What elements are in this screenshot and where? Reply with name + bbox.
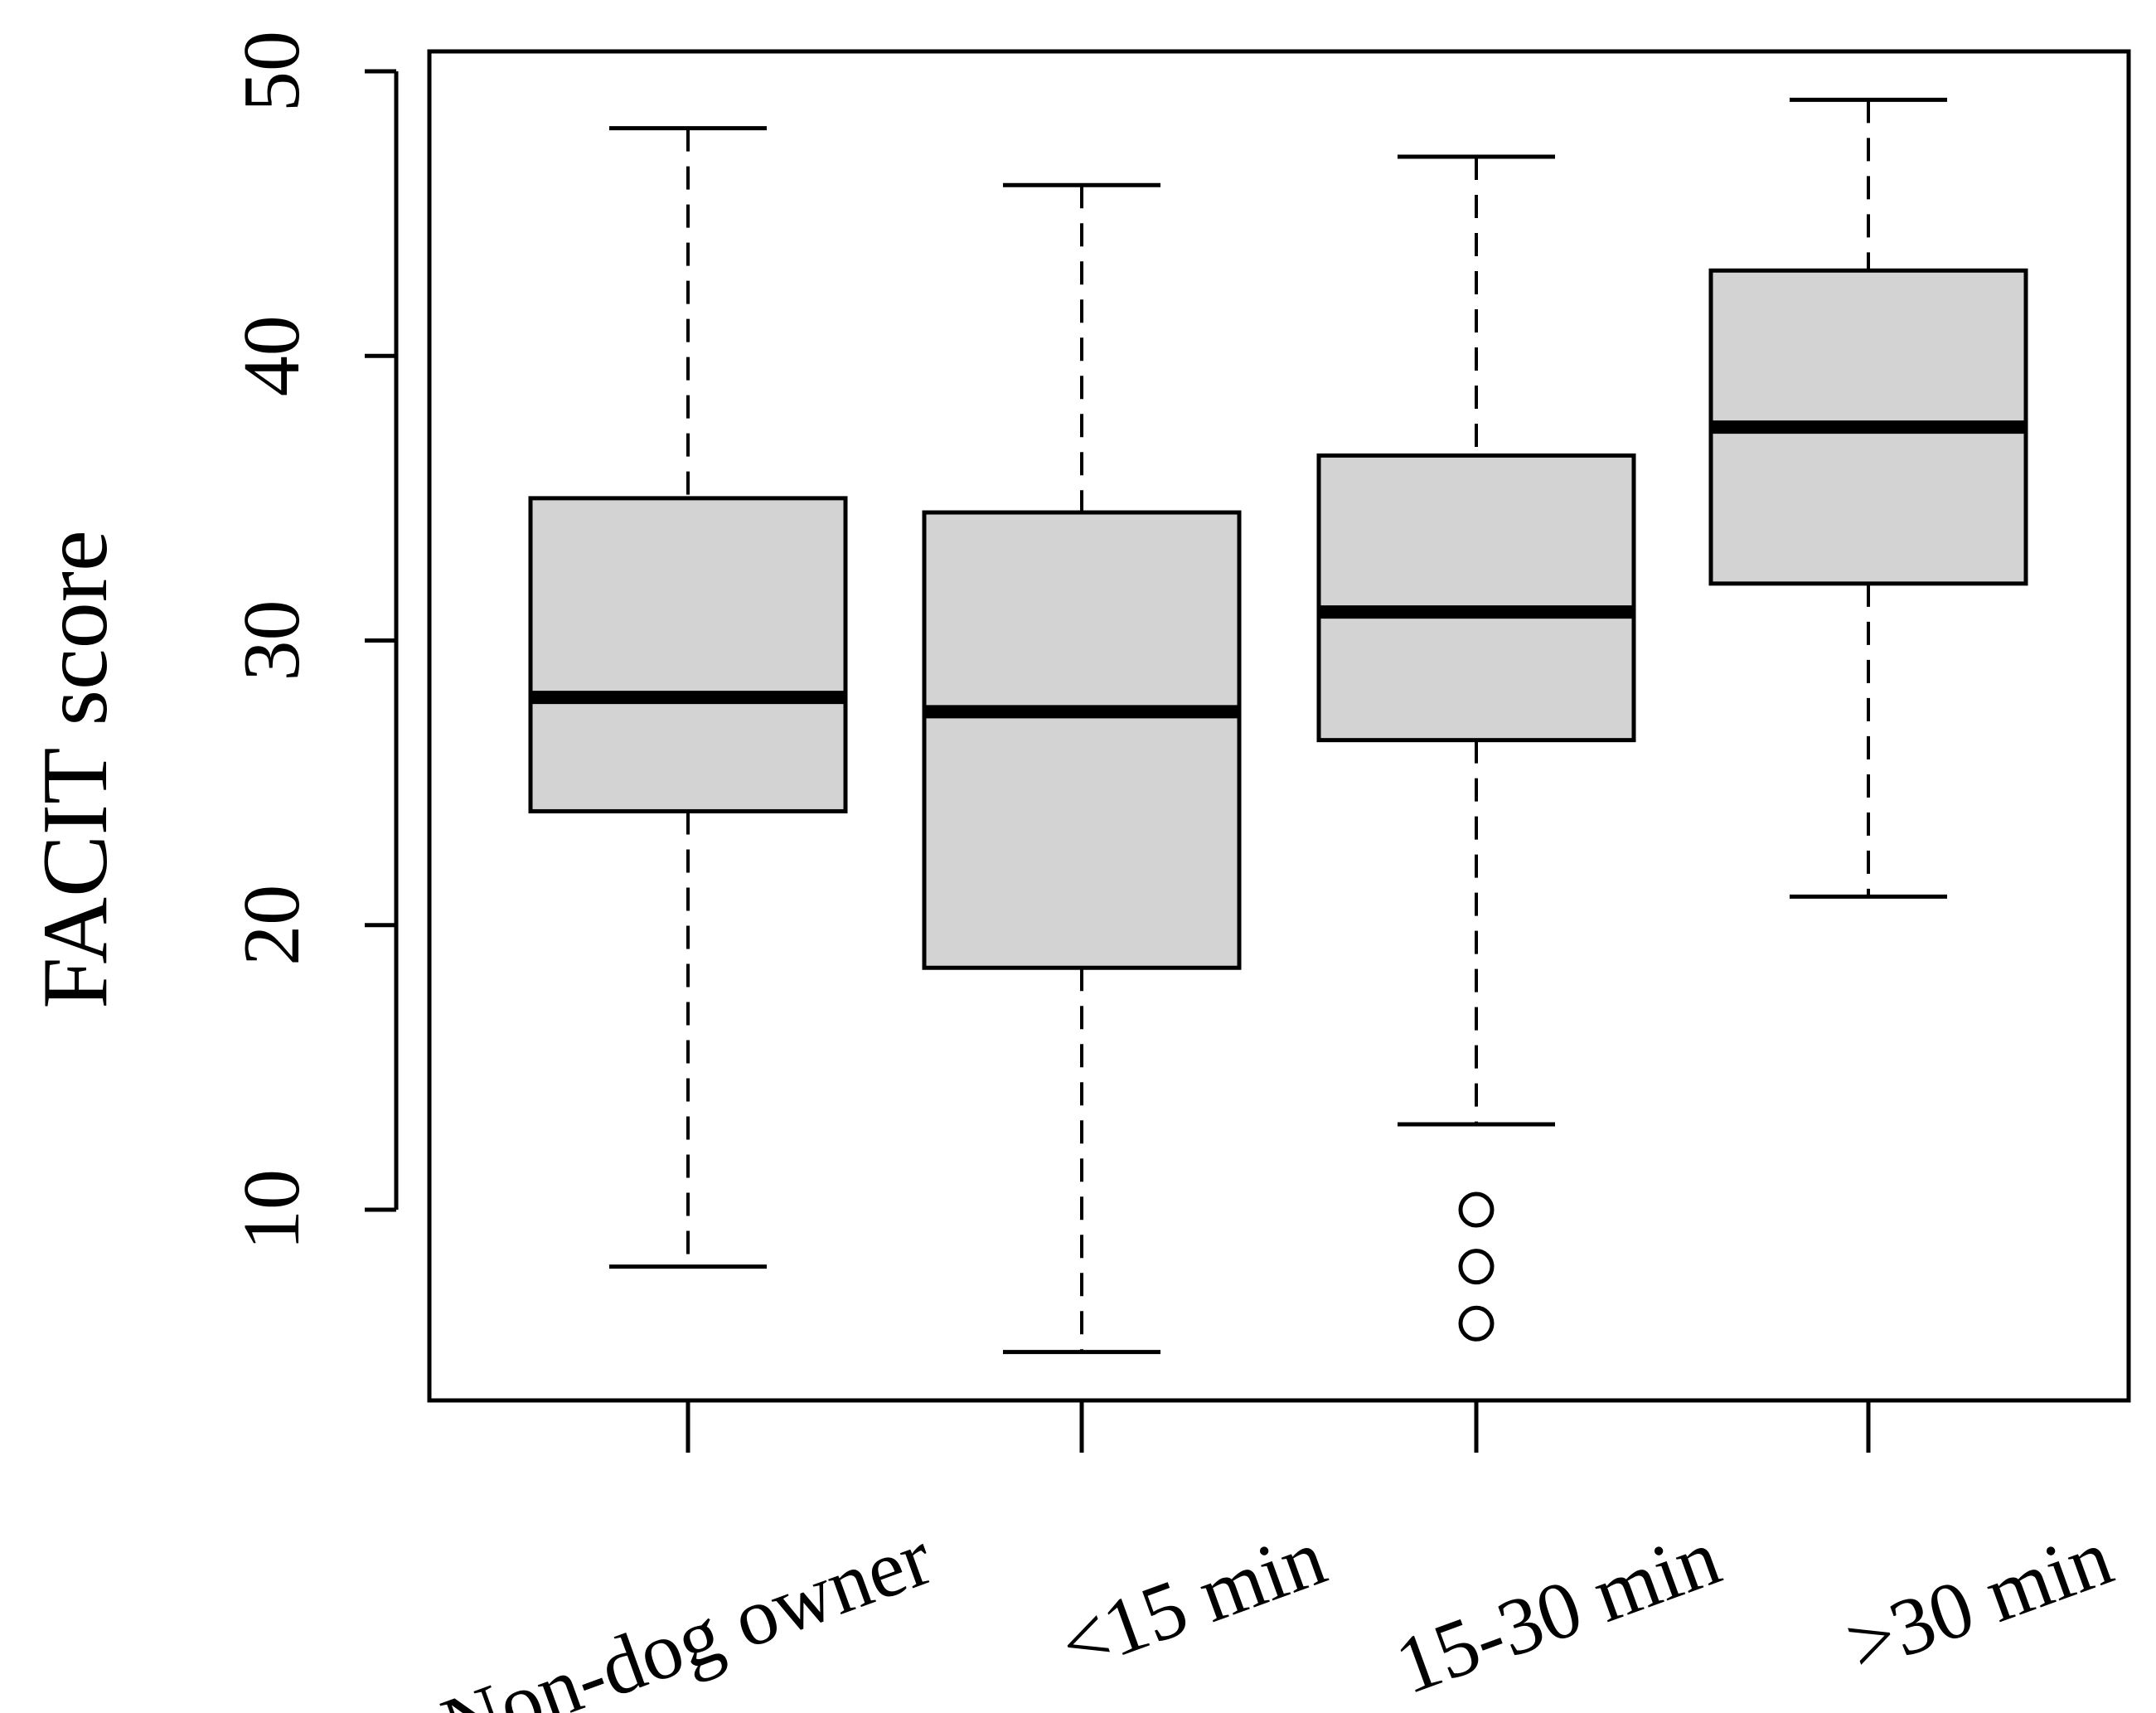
box-group xyxy=(922,182,1242,1355)
x-tick-label: >30 min xyxy=(1835,1512,2123,1690)
boxes xyxy=(528,97,2028,1355)
y-tick-label: 20 xyxy=(227,885,317,966)
x-tick-label: <15 min xyxy=(1049,1512,1336,1690)
box-group xyxy=(1708,97,2028,899)
iqr-box xyxy=(528,496,848,813)
y-tick-label: 10 xyxy=(227,1169,317,1250)
y-axis-title: FACIT score xyxy=(24,530,127,1009)
y-axis: 10 20 30 40 50 xyxy=(227,31,399,1250)
outlier-point xyxy=(1458,1191,1495,1228)
x-tick-label: 15-30 min xyxy=(1384,1512,1731,1711)
iqr-box xyxy=(922,510,1242,970)
box-group xyxy=(1316,154,1636,1342)
box-group xyxy=(528,126,848,1269)
outlier-point xyxy=(1458,1249,1495,1285)
y-tick-label: 30 xyxy=(227,600,317,682)
plot-frame xyxy=(427,49,2131,1403)
outlier-point xyxy=(1458,1305,1495,1342)
y-tick-label: 50 xyxy=(227,31,317,112)
iqr-box xyxy=(1316,453,1636,743)
x-tick-label: Non-dog owner xyxy=(431,1512,942,1713)
y-tick-label: 40 xyxy=(227,315,317,396)
x-axis: Non-dog owner <15 min 15-30 min >30 min xyxy=(431,1400,2124,1713)
